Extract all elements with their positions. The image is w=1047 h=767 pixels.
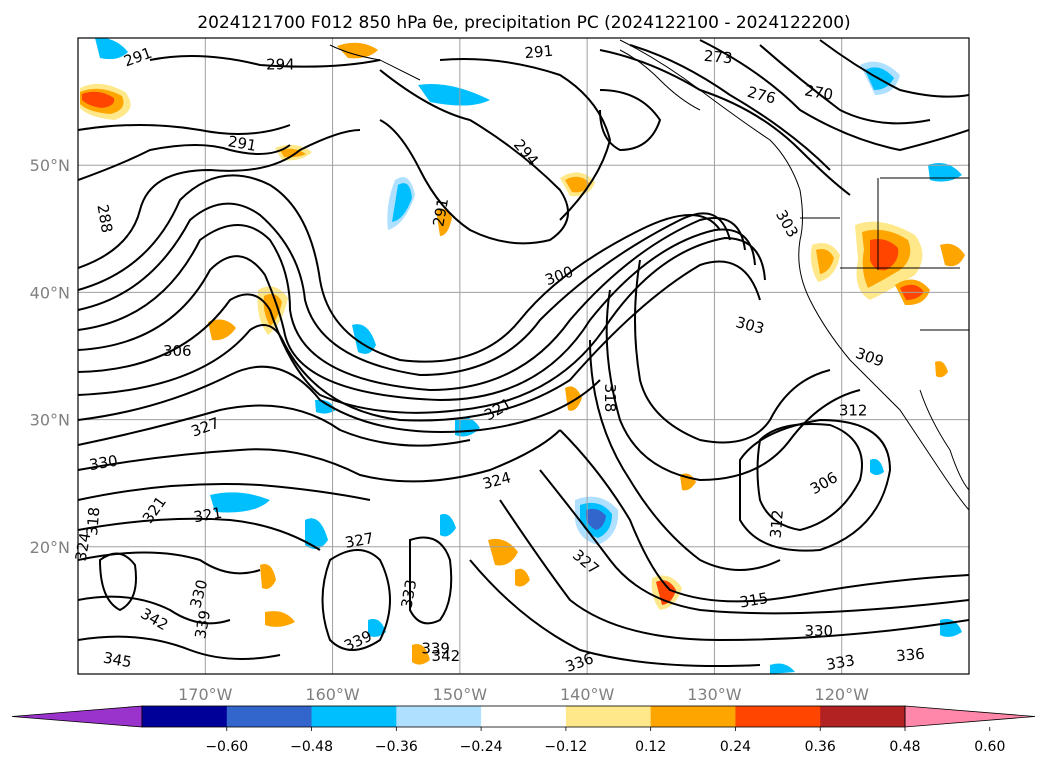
colorbar-tick-label: 0.48 <box>889 739 920 755</box>
contour-label: 330 <box>88 451 119 474</box>
map-area <box>78 38 969 674</box>
lat-tick-label: 30°N <box>30 411 70 430</box>
contour-label: 294 <box>266 56 295 74</box>
colorbar-segment <box>396 706 482 727</box>
colorbar-outline <box>141 705 906 728</box>
lat-tick-label: 20°N <box>30 538 70 557</box>
colorbar: −0.60 −0.48 −0.36 −0.24 −0.12 0.12 0.24 0.36 0.4… <box>11 705 1036 755</box>
contour-label: 291 <box>429 197 452 228</box>
contour-label: 306 <box>163 342 192 360</box>
lon-tick-label: 120°W <box>815 685 870 704</box>
colorbar-tick-label: −0.24 <box>460 739 503 755</box>
colorbar-tick-label: 0.12 <box>635 739 666 755</box>
contour-label: 321 <box>192 504 223 527</box>
lon-tick-label: 150°W <box>433 685 488 704</box>
lon-tick-label: 170°W <box>178 685 233 704</box>
contour-label: 339 <box>191 609 214 640</box>
contour-label: 273 <box>703 47 733 67</box>
lon-tick-label: 160°W <box>305 685 360 704</box>
colorbar-segment <box>565 706 652 727</box>
coastlines <box>329 39 969 511</box>
lon-tick-label: 130°W <box>687 685 742 704</box>
colorbar-tick-label: −0.60 <box>205 739 248 755</box>
colorbar-extend-low <box>11 705 143 728</box>
colorbar-tick-label: −0.48 <box>290 739 333 755</box>
contour-label: 270 <box>803 81 834 104</box>
contour-label: 291 <box>524 42 554 62</box>
colorbar-segment <box>650 706 736 727</box>
colorbar-segment <box>226 706 313 727</box>
colorbar-segment <box>481 706 567 727</box>
contour-label: 327 <box>344 529 375 552</box>
axis-ticks: 170°W 160°W 150°W 140°W 130°W 120°W 20°N 30°N 40… <box>30 156 869 704</box>
colorbar-segment <box>735 706 821 727</box>
contour-label: 318 <box>601 384 619 413</box>
contour-label: 336 <box>895 645 925 665</box>
contour-label: 324 <box>72 531 95 562</box>
colorbar-tick-label: 0.36 <box>805 739 836 755</box>
contour-label: 342 <box>432 647 461 665</box>
colorbar-segment <box>820 706 906 727</box>
colorbar-segment <box>142 706 228 727</box>
lon-tick-label: 140°W <box>560 685 615 704</box>
contour-label: 291 <box>227 132 258 155</box>
colorbar-extend-high <box>904 705 1036 728</box>
contour-label: 312 <box>839 402 868 420</box>
lat-tick-label: 40°N <box>30 283 70 302</box>
contour-label: 333 <box>398 578 421 609</box>
colorbar-segment <box>311 706 397 727</box>
map-title: 2024121700 F012 850 hPa θe, precipitatio… <box>197 13 850 33</box>
contour-label: 339 <box>421 640 450 658</box>
contour-label: 318 <box>83 506 103 536</box>
theta-e-contours <box>78 39 969 667</box>
contour-label: 330 <box>804 622 833 640</box>
contour-label: 345 <box>102 649 133 672</box>
colorbar-tick-label: −0.12 <box>544 739 587 755</box>
lat-tick-label: 50°N <box>30 156 70 175</box>
colorbar-tick-label: −0.36 <box>375 739 418 755</box>
contour-label: 312 <box>767 509 787 539</box>
contour-label: 315 <box>738 589 769 612</box>
map-frame <box>77 37 970 675</box>
colorbar-tick-label: 0.60 <box>974 739 1005 755</box>
contour-label: 288 <box>93 203 116 234</box>
colorbar-tick-label: 0.24 <box>720 739 751 755</box>
contour-label: 333 <box>825 651 856 674</box>
precipitation-shading <box>80 38 965 674</box>
